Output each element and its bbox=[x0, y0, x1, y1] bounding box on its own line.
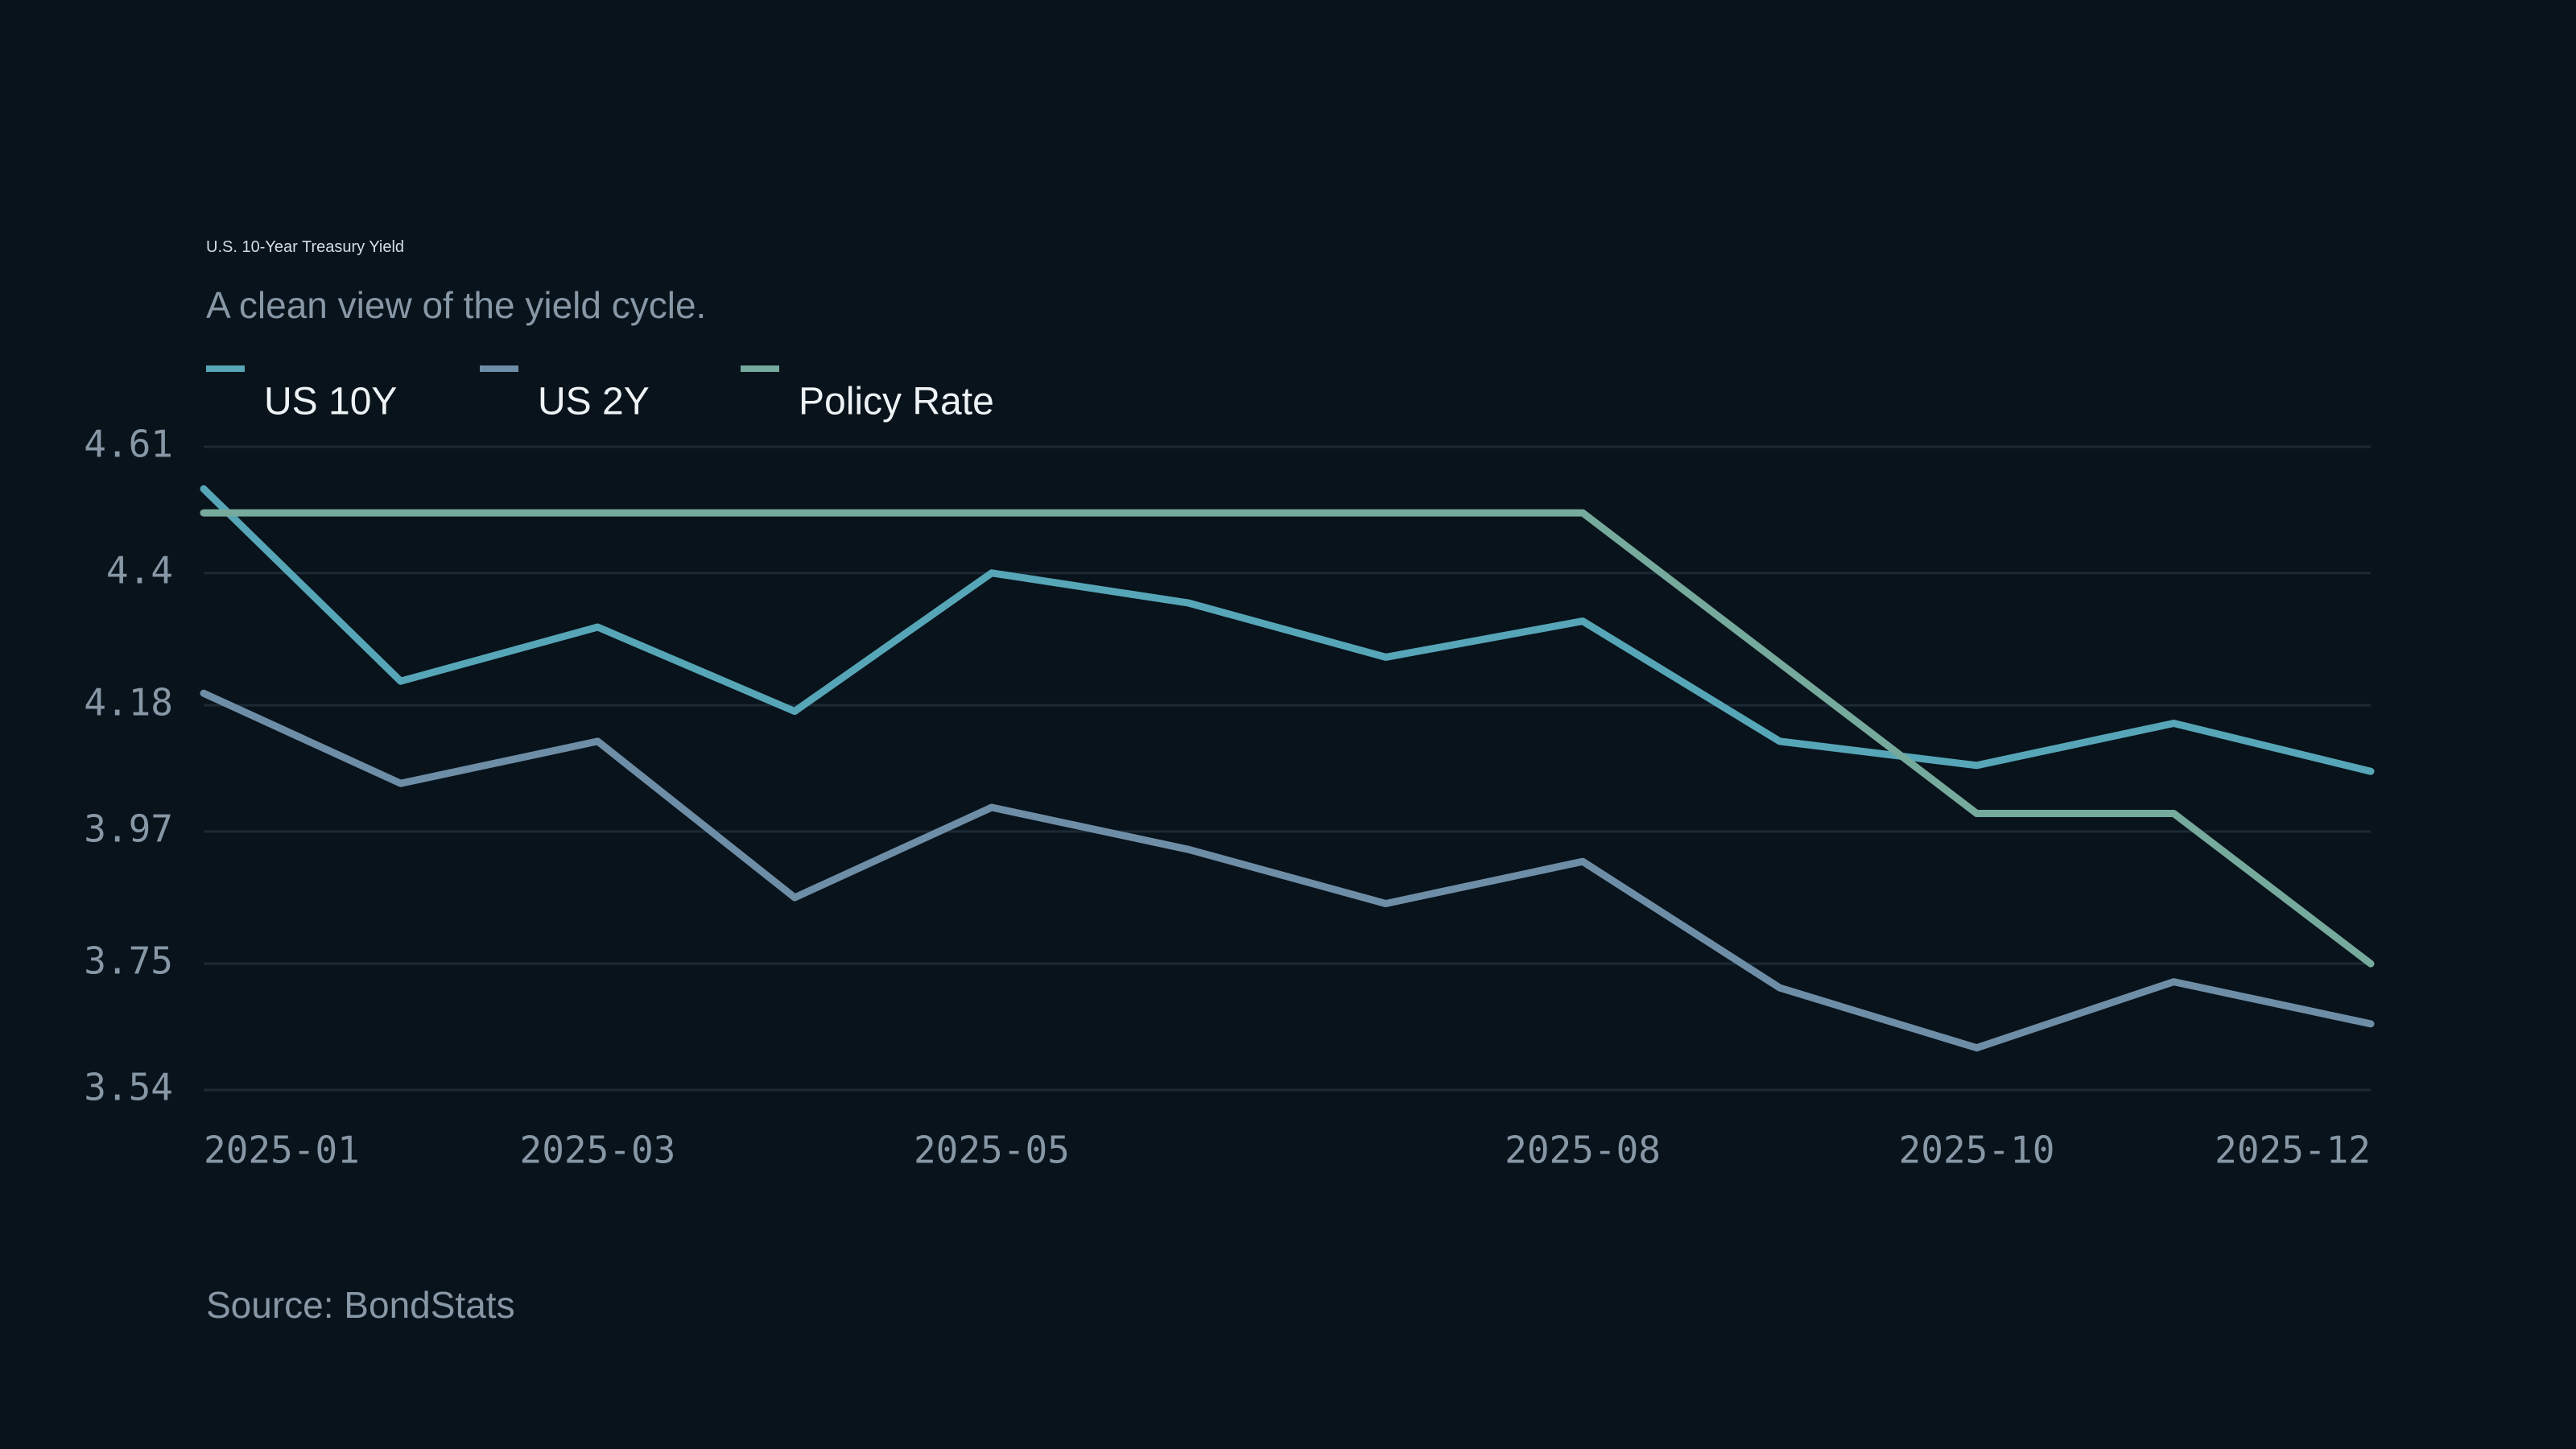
y-tick-label: 3.97 bbox=[84, 807, 173, 850]
y-tick-label: 4.61 bbox=[84, 423, 173, 466]
y-tick-label: 3.54 bbox=[84, 1066, 173, 1109]
x-tick-label: 2025-05 bbox=[914, 1129, 1070, 1172]
x-tick-label: 2025-03 bbox=[520, 1129, 676, 1172]
y-tick-label: 4.18 bbox=[84, 681, 173, 724]
y-tick-label: 4.4 bbox=[106, 548, 173, 592]
legend-label-policy-rate: Policy Rate bbox=[799, 381, 994, 423]
series-line-us-2y bbox=[200, 689, 2375, 1052]
legend-label-us-10y: US 10Y bbox=[264, 381, 397, 423]
x-tick-label: 2025-10 bbox=[1899, 1129, 2055, 1172]
series-lines bbox=[200, 485, 2375, 1052]
series-line-us-10y bbox=[200, 485, 2375, 775]
gridlines bbox=[204, 445, 2371, 1092]
chart-title: U.S. 10-Year Treasury Yield bbox=[206, 238, 405, 256]
series-line-policy-rate bbox=[200, 509, 2375, 968]
x-tick-label: 2025-12 bbox=[2215, 1129, 2371, 1172]
legend-label-us-2y: US 2Y bbox=[538, 381, 650, 423]
y-tick-label: 3.75 bbox=[84, 939, 173, 983]
x-tick-label: 2025-01 bbox=[204, 1129, 360, 1172]
x-tick-label: 2025-08 bbox=[1505, 1129, 1661, 1172]
x-axis: 2025-01 2025-03 2025-05 2025-08 2025-10 2025-… bbox=[204, 1129, 2371, 1172]
source-note: Source: BondStats bbox=[206, 1284, 515, 1326]
chart-subtitle: A clean view of the yield cycle. bbox=[206, 284, 707, 326]
y-axis: 4.61 4.4 4.18 3.97 3.75 3.54 bbox=[84, 423, 173, 1109]
legend: US 10Y US 2Y Policy Rate bbox=[206, 365, 994, 423]
